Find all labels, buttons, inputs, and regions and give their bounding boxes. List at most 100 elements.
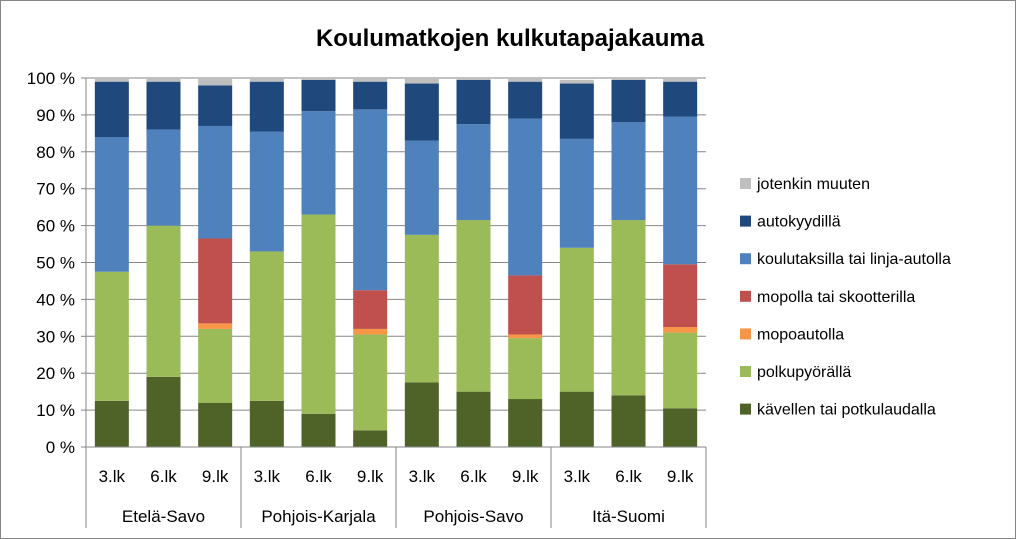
bar-segment: [508, 338, 543, 400]
legend-label: koulutaksilla tai linja-autolla: [757, 251, 951, 268]
bar-segment: [559, 138, 594, 248]
bar-segment: [353, 81, 388, 110]
bar-segment: [198, 402, 233, 447]
bar-segment: [353, 328, 388, 335]
bar-segment: [559, 83, 594, 139]
bar-segment: [456, 79, 491, 125]
bar-segment: [198, 78, 233, 86]
bar-segment: [198, 125, 233, 239]
bar-segment: [663, 264, 698, 328]
bar-segment: [94, 81, 129, 138]
bar-segment: [146, 129, 181, 226]
group-label: Etelä-Savo: [122, 507, 205, 526]
bar-segment: [249, 78, 284, 82]
bar-segment: [456, 78, 491, 80]
bar-segment: [353, 78, 388, 82]
bar-segment: [456, 124, 491, 221]
bar-segment: [663, 81, 698, 117]
x-tick-label: 9.lk: [357, 467, 384, 486]
bar-segment: [404, 234, 439, 383]
bar-segment: [611, 220, 646, 396]
bar-segment: [146, 81, 181, 130]
y-tick-label: 50 %: [36, 254, 75, 273]
bar-segment: [559, 247, 594, 392]
legend-swatch: [740, 403, 751, 415]
legend-label: mopoautolla: [757, 326, 844, 343]
bar-segment: [508, 275, 543, 335]
x-tick-label: 3.lk: [409, 467, 436, 486]
bar-segment: [301, 78, 336, 80]
group-label: Pohjois-Karjala: [261, 507, 376, 526]
bar-segment: [456, 220, 491, 392]
bar-segment: [404, 140, 439, 235]
bars: [94, 78, 698, 447]
chart-title: Koulumatkojen kulkutapajakauma: [316, 25, 705, 52]
y-tick-label: 20 %: [36, 364, 75, 383]
bar-segment: [663, 116, 698, 265]
x-tick-label: 6.lk: [150, 467, 177, 486]
bar-segment: [249, 400, 284, 447]
bar-segment: [249, 131, 284, 252]
bar-segment: [249, 81, 284, 132]
bar-segment: [508, 118, 543, 276]
bar-segment: [94, 78, 129, 82]
bar-segment: [404, 78, 439, 84]
bar-segment: [198, 323, 233, 329]
group-label: Itä-Suomi: [592, 507, 665, 526]
bar-segment: [508, 78, 543, 82]
y-tick-label: 10 %: [36, 401, 75, 420]
bar-segment: [198, 328, 233, 403]
bar-segment: [353, 109, 388, 291]
x-tick-label: 3.lk: [99, 467, 126, 486]
legend-swatch: [740, 215, 751, 227]
y-tick-label: 90 %: [36, 106, 75, 125]
x-tick-label: 9.lk: [667, 467, 694, 486]
y-tick-label: 0 %: [46, 438, 75, 457]
legend-label: polkupyörällä: [757, 364, 851, 381]
bar-segment: [508, 334, 543, 339]
legend-swatch: [740, 253, 751, 265]
y-tick-label: 80 %: [36, 143, 75, 162]
bar-segment: [353, 290, 388, 329]
bar-segment: [198, 238, 233, 324]
bar-segment: [663, 332, 698, 409]
bar-segment: [404, 382, 439, 447]
bar-segment: [94, 137, 129, 272]
y-tick-label: 60 %: [36, 217, 75, 236]
legend-swatch: [740, 328, 751, 340]
x-tick-label: 3.lk: [564, 467, 591, 486]
bar-segment: [198, 85, 233, 126]
bar-segment: [94, 271, 129, 401]
legend-label: kävellen tai potkulaudalla: [757, 402, 936, 419]
x-tick-label: 9.lk: [202, 467, 229, 486]
legend-label: mopolla tai skootterilla: [757, 289, 915, 306]
y-tick-label: 70 %: [36, 180, 75, 199]
x-tick-label: 3.lk: [254, 467, 281, 486]
legend-swatch: [740, 290, 751, 302]
bar-segment: [508, 81, 543, 119]
x-tick-label: 6.lk: [615, 467, 642, 486]
bar-segment: [353, 430, 388, 447]
x-tick-label: 6.lk: [305, 467, 332, 486]
y-axis-ticks: 0 % 10 % 20 % 30 % 40 % 50 % 60 % 70 % 80 % 90 % 1…: [27, 69, 75, 457]
y-tick-label: 30 %: [36, 327, 75, 346]
bar-segment: [611, 395, 646, 447]
legend-label: jotenkin muuten: [756, 176, 870, 193]
bar-segment: [611, 122, 646, 221]
bar-segment: [663, 327, 698, 333]
bar-segment: [611, 78, 646, 80]
bar-segment: [94, 400, 129, 447]
bar-segment: [146, 78, 181, 82]
bar-segment: [301, 111, 336, 215]
bar-segment: [146, 376, 181, 447]
x-axis: 3.lk 6.lk 9.lk 3.lk 6.lk 9.lk 3.lk 6.lk 9.lk 3.lk…: [85, 78, 707, 528]
bar-segment: [559, 79, 594, 84]
legend-label: autokyydillä: [757, 214, 841, 231]
bar-segment: [663, 78, 698, 82]
x-tick-label: 6.lk: [460, 467, 487, 486]
bar-segment: [404, 83, 439, 141]
bar-segment: [301, 413, 336, 447]
legend: jotenkin muuten autokyydillä koulutaksilla…: [740, 176, 951, 419]
bar-segment: [301, 214, 336, 414]
